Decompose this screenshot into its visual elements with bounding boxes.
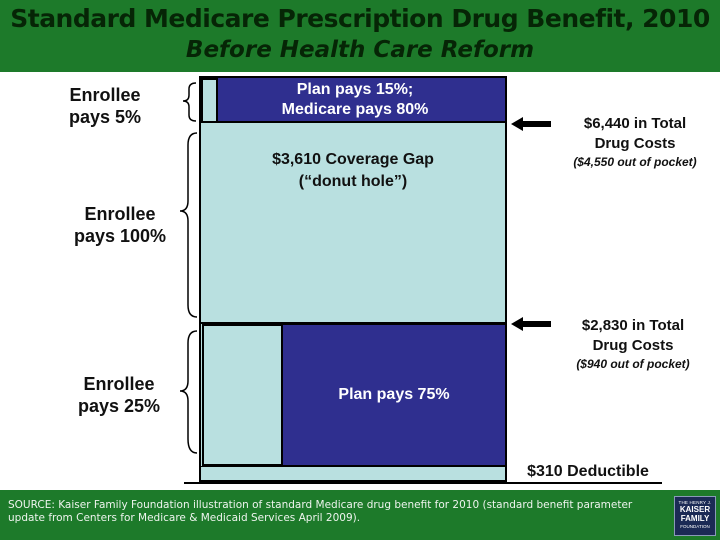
gap-divider-line <box>201 322 505 324</box>
catastrophic-plan-segment: Plan pays 15%; Medicare pays 80% <box>201 78 505 123</box>
title-line-1: Standard Medicare Prescription Drug Bene… <box>10 4 710 33</box>
arrow-initial-icon <box>511 317 551 331</box>
enrollee-label-initial: Enrollee pays 25% <box>77 374 161 416</box>
title-line-2: Before Health Care Reform <box>185 37 535 63</box>
brace-gap <box>179 132 198 318</box>
initial-plan-segment: Plan pays 75% <box>283 324 505 466</box>
arrow-catastrophic-icon <box>511 117 551 131</box>
initial-total-costs: $2,830 in Total Drug Costs <box>581 317 685 354</box>
catastrophic-plan-label: Plan pays 15%; Medicare pays 80% <box>281 80 429 118</box>
catastrophic-total-costs: $6,440 in Total Drug Costs <box>583 115 687 152</box>
footer-bar: SOURCE: Kaiser Family Foundation illustr… <box>0 490 720 540</box>
brace-graphics <box>179 82 198 454</box>
kaiser-logo: THE HENRY J. KAISER FAMILY FOUNDATION <box>674 496 716 536</box>
brace-catastrophic <box>182 82 197 122</box>
header-bar: Standard Medicare Prescription Drug Bene… <box>0 0 720 72</box>
brace-initial <box>179 330 198 454</box>
catastrophic-out-of-pocket: ($4,550 out of pocket) <box>573 155 697 169</box>
initial-out-of-pocket: ($940 out of pocket) <box>576 357 690 371</box>
initial-plan-label: Plan pays 75% <box>338 386 450 403</box>
deductible-label: $310 Deductible <box>527 463 649 480</box>
initial-enrollee-share <box>202 324 283 466</box>
coverage-gap-segment: $3,610 Coverage Gap (“donut hole”) <box>201 123 505 323</box>
enrollee-label-gap: Enrollee pays 100% <box>73 204 167 246</box>
logo-line-1: THE HENRY J. <box>678 500 712 505</box>
initial-threshold-annotation: $2,830 in Total Drug Costs ($940 out of … <box>538 316 720 373</box>
coverage-gap-label: $3,610 Coverage Gap (“donut hole”) <box>272 151 434 190</box>
enrollee-label-catastrophic: Enrollee pays 5% <box>68 85 142 127</box>
logo-line-4: FOUNDATION <box>680 524 710 529</box>
source-note: SOURCE: Kaiser Family Foundation illustr… <box>8 499 633 524</box>
catastrophic-enrollee-share <box>201 78 218 123</box>
logo-line-3: FAMILY <box>680 514 710 523</box>
deductible-line <box>184 482 662 484</box>
deductible-segment <box>201 466 505 480</box>
catastrophic-threshold-annotation: $6,440 in Total Drug Costs ($4,550 out o… <box>540 114 720 171</box>
logo-line-2: KAISER <box>679 505 711 514</box>
